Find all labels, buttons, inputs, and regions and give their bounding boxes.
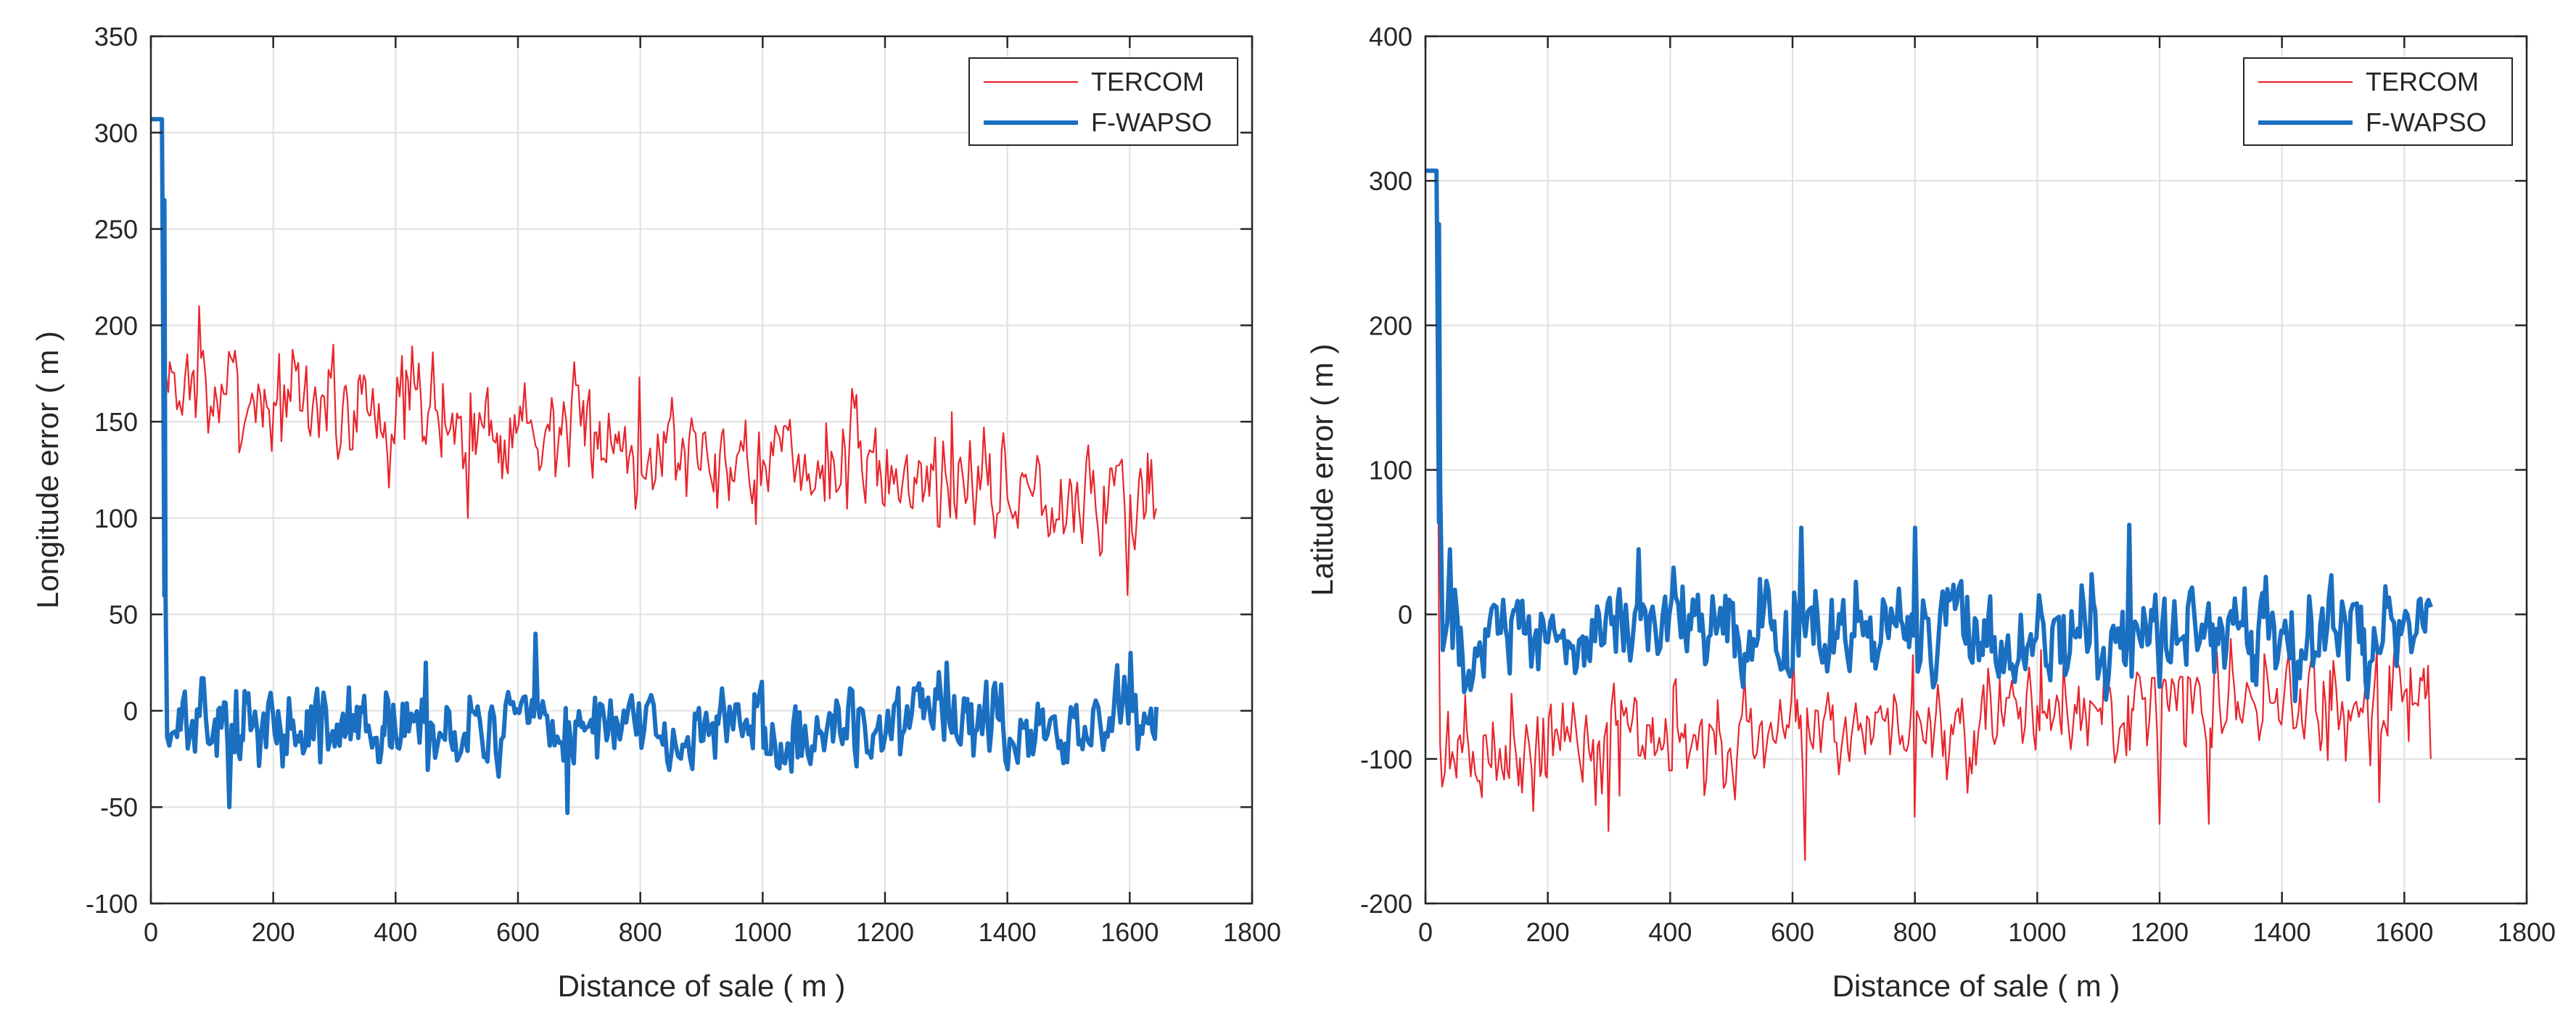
x-tick-label: 1600: [2375, 917, 2433, 947]
legend-label: F-WAPSO: [1091, 107, 1212, 137]
y-tick-label: 300: [94, 118, 138, 148]
legend-label: F-WAPSO: [2366, 107, 2487, 137]
y-tick-label: -100: [86, 889, 138, 919]
series-line-f-wapso: [1425, 168, 2433, 703]
y-tick-label: 100: [94, 504, 138, 533]
y-tick-label: 50: [109, 600, 138, 630]
x-tick-label: 600: [1771, 917, 1814, 947]
y-tick-label: 150: [94, 407, 138, 437]
legend-box: [968, 57, 1238, 146]
y-tick-label: 300: [1369, 166, 1412, 196]
x-axis-label: Distance of sale ( m ): [1832, 969, 2120, 1003]
x-tick-label: 0: [1418, 917, 1433, 947]
y-axis-label: Longitude error ( m ): [30, 331, 65, 609]
axes-box: [149, 35, 1254, 905]
x-tick-label: 400: [374, 917, 417, 947]
series-line-f-wapso: [151, 117, 1159, 816]
y-axis-label: Latitude error ( m ): [1305, 344, 1339, 597]
y-tick-label: 0: [1398, 600, 1412, 630]
x-tick-label: 800: [619, 917, 662, 947]
y-tick-label: 350: [94, 22, 138, 52]
y-tick-label: 400: [1369, 22, 1412, 52]
x-tick-label: 1800: [2498, 917, 2556, 947]
x-tick-label: 200: [1526, 917, 1570, 947]
series-line-tercom: [1425, 170, 2432, 861]
y-tick-label: 200: [1369, 311, 1412, 340]
y-tick-label: -50: [100, 792, 138, 822]
x-tick-label: 400: [1648, 917, 1692, 947]
x-tick-label: 1800: [1223, 917, 1281, 947]
legend: TERCOM F-WAPSO: [968, 57, 1238, 146]
y-tick-label: 200: [94, 311, 138, 340]
x-axis-label: Distance of sale ( m ): [558, 969, 846, 1003]
x-tick-label: 1400: [979, 917, 1037, 947]
y-tick-label: 0: [123, 696, 138, 726]
y-tick-label: -100: [1360, 745, 1412, 774]
x-tick-label: 1200: [2131, 917, 2189, 947]
x-tick-label: 800: [1893, 917, 1937, 947]
x-tick-label: 1000: [733, 917, 791, 947]
y-tick-label: -200: [1360, 889, 1412, 919]
legend-label: TERCOM: [2366, 67, 2479, 97]
x-tick-label: 0: [144, 917, 158, 947]
x-tick-label: 1200: [856, 917, 914, 947]
series-line-tercom: [151, 118, 1158, 597]
x-tick-label: 200: [252, 917, 295, 947]
legend-box: [2243, 57, 2513, 146]
longitude-error-chart: 0 200 400 600 800 1000 1200 1400 1600 1800-100-50…: [30, 22, 1281, 1003]
legend: TERCOM F-WAPSO: [2243, 57, 2513, 146]
y-tick-label: 100: [1369, 456, 1412, 485]
latitude-error-chart: 0 200 400 600 800 1000 1200 1400 1600 1800-200-10…: [1305, 22, 2556, 1003]
x-tick-label: 1400: [2253, 917, 2311, 947]
x-tick-label: 1600: [1100, 917, 1159, 947]
legend-label: TERCOM: [1091, 67, 1204, 97]
y-tick-label: 250: [94, 215, 138, 245]
x-tick-label: 1000: [2008, 917, 2066, 947]
x-tick-label: 600: [496, 917, 540, 947]
